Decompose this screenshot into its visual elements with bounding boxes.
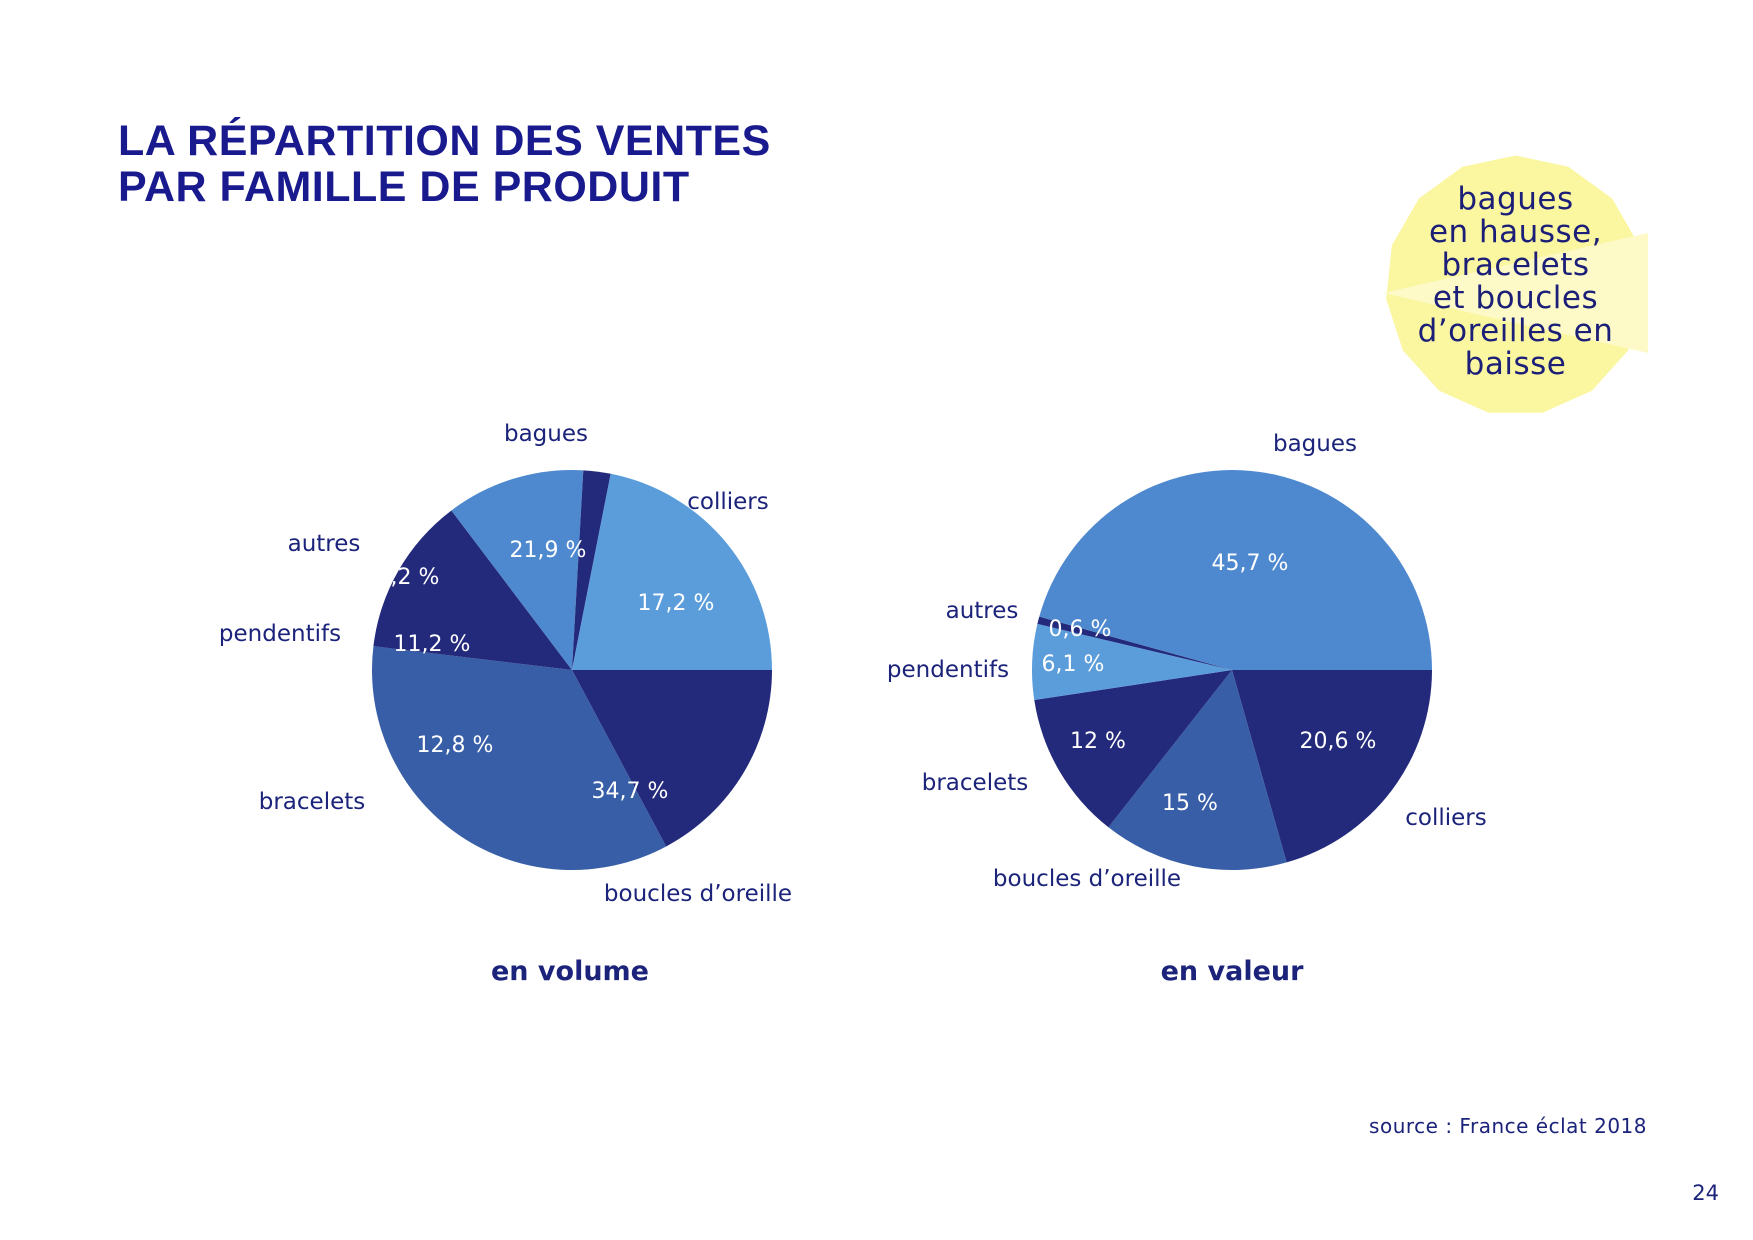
category-label-autres: autres: [946, 598, 1019, 624]
source-note: source : France éclat 2018: [1369, 1114, 1647, 1138]
pie-chart-value: 20,6 % colliers 15 % boucles d’oreille 12 % b…: [887, 431, 1487, 987]
category-label-colliers: colliers: [1405, 805, 1486, 831]
pie-slice-boucles-doreille: [371, 646, 667, 871]
pie-slice-colliers: [1232, 670, 1432, 863]
value-label-pendentifs: 6,1 %: [1042, 652, 1105, 677]
value-label-pendentifs: 11,2 %: [394, 632, 471, 657]
page-number: 24: [1692, 1181, 1719, 1205]
callout-badge: bagues en hausse, bracelets et boucles d…: [1383, 153, 1648, 418]
pie-slice-bracelets: [1034, 670, 1232, 828]
callout-line: et boucles: [1432, 280, 1599, 316]
page-title: LA RÉPARTITION DES VENTES PAR FAMILLE DE…: [118, 118, 771, 210]
pie-slice-bracelets: [373, 510, 572, 670]
callout-text: bagues en hausse, bracelets et boucles d…: [1383, 183, 1648, 381]
value-label-bagues: 21,9 %: [510, 538, 587, 563]
chart-caption: en valeur: [1161, 956, 1305, 987]
category-label-colliers: colliers: [687, 489, 768, 515]
category-label-boucles-doreille: boucles d’oreille: [604, 881, 792, 907]
callout-line: baisse: [1464, 346, 1567, 382]
value-label-bracelets: 12 %: [1070, 729, 1126, 754]
chart-caption: en volume: [491, 956, 649, 987]
value-label-autres: 0,6 %: [1049, 617, 1112, 642]
category-label-bagues: bagues: [1273, 431, 1357, 457]
value-label-boucles-doreille: 15 %: [1162, 791, 1218, 816]
callout-line: bagues: [1457, 181, 1574, 217]
pie-slice-bagues: [1039, 470, 1432, 670]
category-label-boucles-doreille: boucles d’oreille: [993, 866, 1181, 892]
page-title-line-2: PAR FAMILLE DE PRODUIT: [118, 163, 690, 211]
category-label-bracelets: bracelets: [259, 789, 366, 815]
pie-slice-autres: [1037, 616, 1232, 670]
category-label-autres: autres: [288, 531, 361, 557]
callout-line: en hausse,: [1428, 214, 1603, 250]
category-label-pendentifs: pendentifs: [219, 621, 341, 647]
category-label-bagues: bagues: [504, 421, 588, 447]
pie-slice-pendentifs: [451, 470, 584, 670]
callout-line: bracelets: [1441, 247, 1590, 283]
value-label-autres: 2,2 %: [377, 565, 440, 590]
callout-line: d’oreilles en: [1417, 313, 1614, 349]
category-label-pendentifs: pendentifs: [887, 657, 1009, 683]
callout-shape: [1383, 155, 1648, 413]
pie-chart-volume: 17,2 % colliers 34,7 % boucles d’oreille 12,…: [219, 421, 792, 987]
pie-slice-colliers: [572, 670, 772, 847]
value-label-colliers: 20,6 %: [1300, 729, 1377, 754]
value-label-bracelets: 12,8 %: [417, 733, 494, 758]
pie-slice-pendentifs: [1031, 623, 1232, 701]
pie-slice-bagues: [572, 473, 772, 670]
page-title-line-1: LA RÉPARTITION DES VENTES: [118, 117, 771, 165]
value-label-colliers: 17,2 %: [638, 591, 715, 616]
category-label-bracelets: bracelets: [922, 770, 1029, 796]
pie-slice-autres: [572, 470, 611, 670]
pie-slice-boucles-doreille: [1108, 670, 1287, 871]
value-label-boucles-doreille: 34,7 %: [592, 779, 669, 804]
value-label-bagues: 45,7 %: [1212, 551, 1289, 576]
